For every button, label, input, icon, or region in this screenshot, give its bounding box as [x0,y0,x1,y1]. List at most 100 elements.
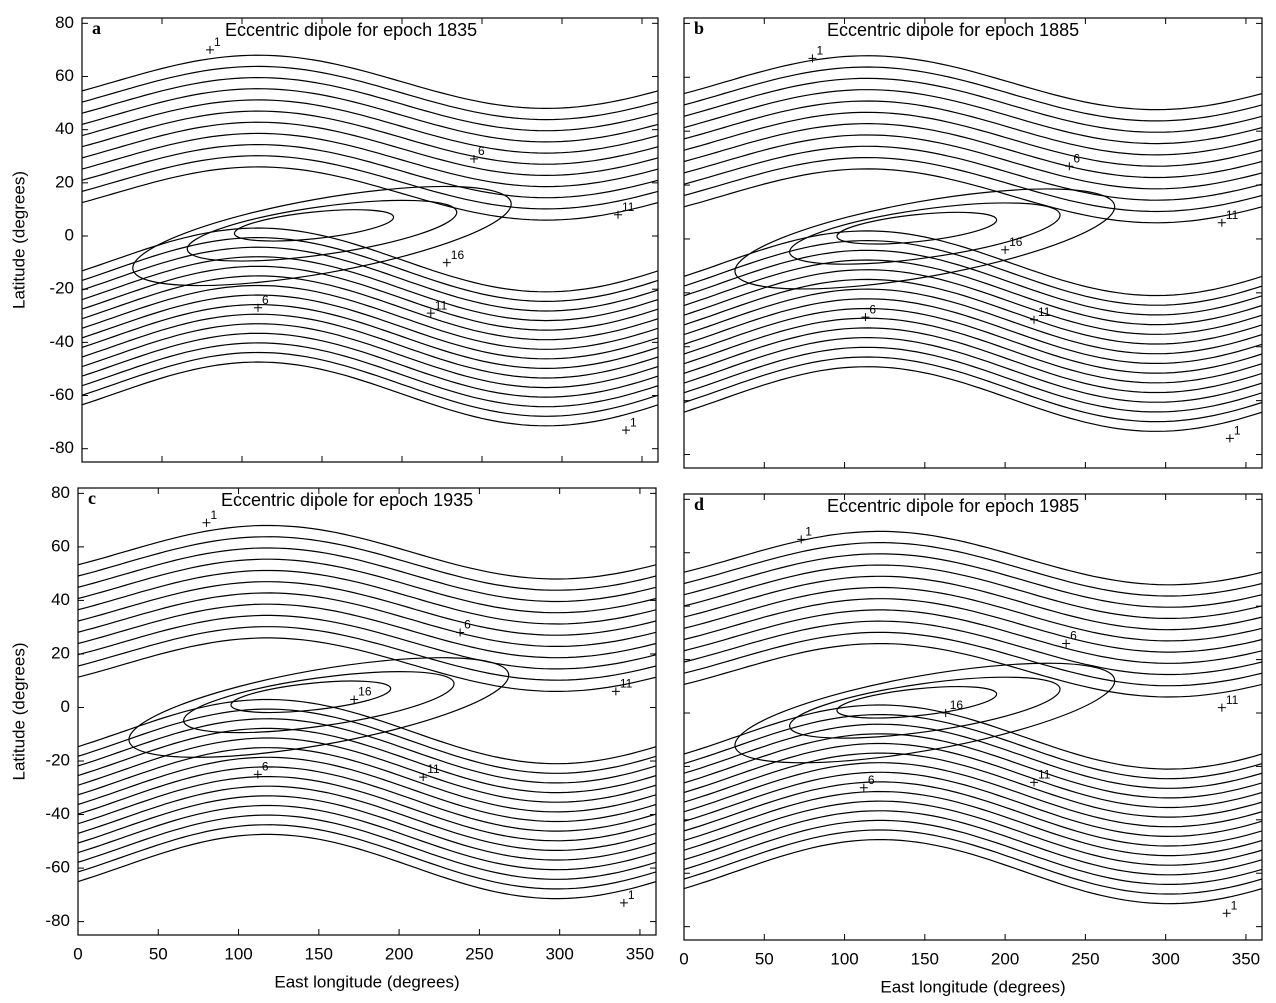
contour-line [78,833,656,900]
contour-label-mark [442,258,451,267]
contour-line [684,259,1262,326]
contour-label: 16 [358,685,372,699]
contour-label: 1 [210,508,217,522]
contour-loop [183,671,455,734]
contour-label: 6 [1073,151,1080,165]
contour-line [684,157,1262,213]
contour-line [82,110,658,165]
contour-label-mark [1030,315,1039,324]
contour-line [78,536,656,591]
contour-line [82,65,658,121]
contour-line [82,351,658,417]
contour-label: 11 [1038,305,1051,319]
x-axis-label: East longitude (degrees) [274,972,459,991]
contour-label-mark [622,426,630,435]
contour-line [78,814,656,880]
contour-line [684,111,1262,167]
contour-line [684,829,1262,895]
y-axis-label: Latitude (degrees) [9,643,28,781]
contour-label-mark [614,210,622,219]
contour-label-mark [350,695,359,704]
contour-loop [128,657,510,758]
contour-label-mark [254,303,262,312]
y-tick-label: 60 [51,536,70,555]
contour-loop [734,662,1116,764]
panel-letter: b [694,18,704,38]
contour-line [684,598,1262,653]
contour-line [684,752,1262,818]
contour-line [684,771,1262,838]
contour-loop [186,199,458,262]
plot-frame [77,487,657,936]
contour-line [684,575,1262,631]
contour-line [684,530,1262,586]
panel: -80 -60 -40 -20 0 20 40 60 80 a Eccentric dipole f… [9,13,659,463]
contour-line [684,810,1262,876]
contour-line [684,790,1262,857]
contour-loop [836,211,998,245]
contours [78,524,656,900]
x-tick-label: 350 [626,944,654,963]
contour-line [684,134,1262,190]
contour-label-mark [426,309,435,318]
contour-label-mark [1030,778,1039,787]
panel-letter: d [694,494,704,514]
contour-line [684,620,1262,676]
contour-line [684,288,1262,355]
contour-label: 16 [950,698,964,712]
x-tick-label: 0 [73,944,82,963]
contour-line [684,269,1262,335]
contour-label: 1 [628,888,635,902]
y-tick-label: -60 [49,385,74,404]
contour-line [684,327,1262,394]
panel-letter: a [92,18,101,38]
contour-label: 16 [1009,235,1023,249]
contour-line [78,698,656,765]
contour-line [684,762,1262,828]
x-tick-label: 100 [224,944,252,963]
contour-label-mark [1222,909,1231,918]
contour-line [78,737,656,803]
contour-label-mark [470,154,478,163]
contour-label-mark [202,518,211,527]
contour-line [78,766,656,832]
contour-loop [836,686,998,719]
contour-label: 1 [816,44,823,58]
contour-line [684,723,1262,789]
contour-line [82,143,658,199]
contour-line [82,332,658,398]
contour-line [684,168,1262,224]
contour-label: 11 [620,677,633,691]
y-tick-label: 0 [65,225,74,244]
contours [684,55,1262,432]
contour-line [684,714,1262,780]
contour-label-mark [456,628,465,637]
contour-line [78,824,656,890]
contour-label-mark [419,773,428,782]
contour-line [78,569,656,625]
x-tick-label: 250 [465,944,493,963]
y-tick-label: -60 [45,858,70,877]
contour-label: 6 [869,302,876,316]
contour-line [684,249,1262,316]
contour-line [684,122,1262,179]
contour-label-mark [1062,639,1071,648]
contours [684,530,1262,905]
contour-label-mark [1001,245,1010,254]
contour-line [684,66,1262,122]
y-tick-label: 60 [55,66,74,85]
x-tick-label: 0 [679,949,688,968]
x-tick-label: 150 [305,944,333,963]
contour-line [78,718,656,784]
contour-line [82,246,658,312]
contour-line [684,89,1262,145]
x-tick-label: 200 [991,949,1019,968]
contour-line [684,55,1262,111]
contour-label: 11 [622,200,635,214]
contour-line [684,819,1262,885]
contour-line [78,776,656,842]
contour-label: 11 [1038,768,1051,782]
contour-line [82,121,658,177]
